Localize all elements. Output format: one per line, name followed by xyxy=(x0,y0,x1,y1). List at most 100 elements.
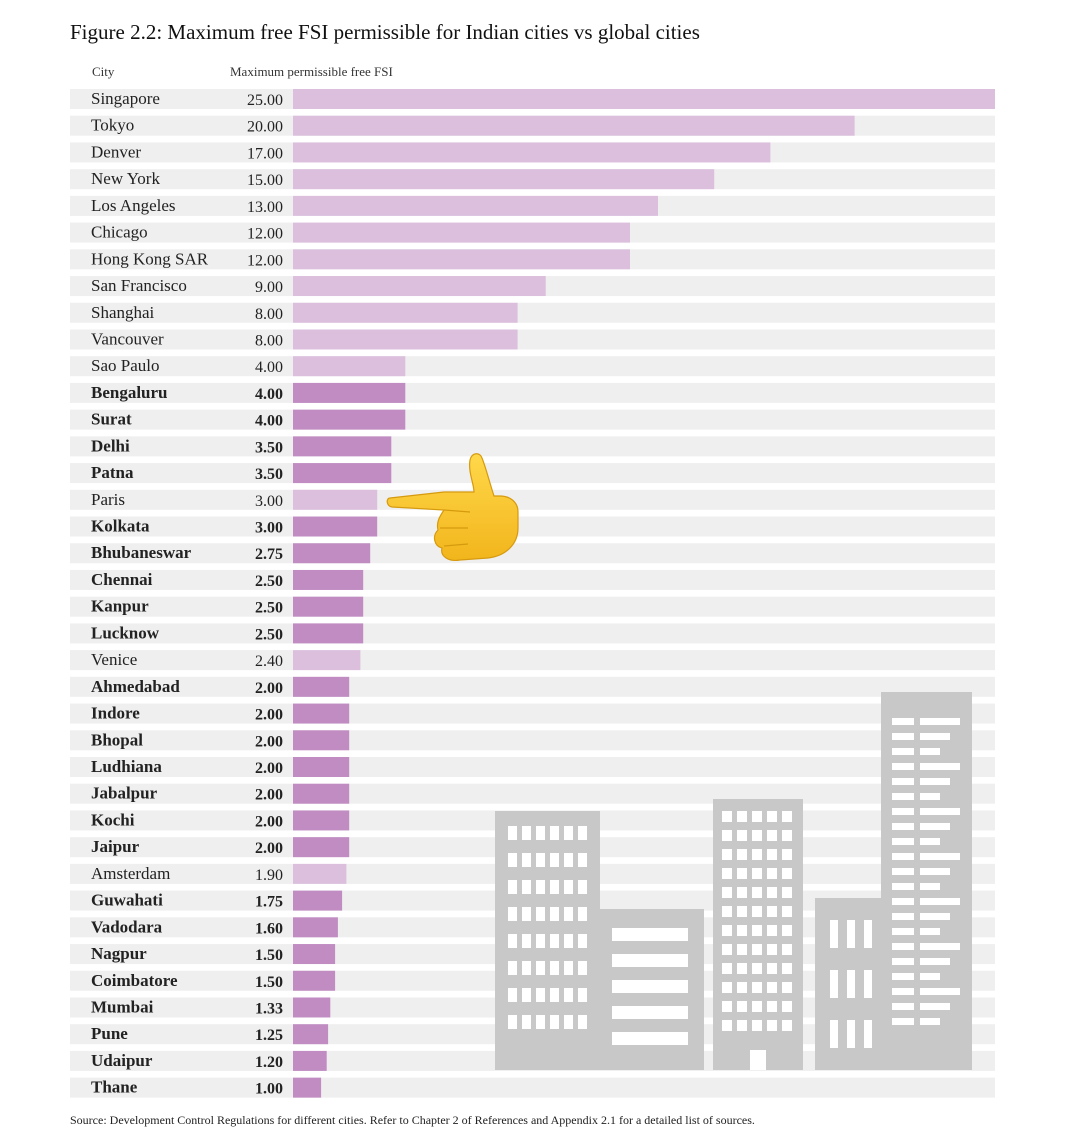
bar-udaipur xyxy=(293,1050,327,1071)
bar-chennai xyxy=(293,569,364,590)
row-band xyxy=(70,489,995,510)
bar-vancouver xyxy=(293,329,518,350)
city-label: Amsterdam xyxy=(91,864,170,883)
value-label: 4.00 xyxy=(255,359,283,376)
value-label: 1.20 xyxy=(255,1054,283,1071)
value-label: 1.33 xyxy=(255,1000,283,1017)
city-label: Guwahati xyxy=(91,891,163,910)
city-label: Venice xyxy=(91,650,137,669)
bar-ludhiana xyxy=(293,757,350,777)
value-label: 8.00 xyxy=(255,332,283,349)
city-label: Tokyo xyxy=(91,116,134,135)
bar-bhubaneswar xyxy=(293,543,371,564)
bar-kanpur xyxy=(293,596,364,617)
city-label: New York xyxy=(91,169,160,188)
bar-surat xyxy=(293,409,406,430)
bar-tokyo xyxy=(293,115,855,136)
bar-indore xyxy=(293,703,350,724)
bar-singapore xyxy=(293,89,995,109)
city-label: Vadodara xyxy=(91,917,163,936)
value-label: 8.00 xyxy=(255,306,283,323)
bar-delhi xyxy=(293,436,392,457)
city-label: Kolkata xyxy=(91,517,150,536)
city-label: Paris xyxy=(91,490,125,509)
value-label: 2.50 xyxy=(255,600,283,617)
value-label: 12.00 xyxy=(247,252,283,269)
bar-new-york xyxy=(293,169,715,190)
value-label: 3.00 xyxy=(255,520,283,537)
city-label: Singapore xyxy=(91,89,160,108)
value-label: 1.00 xyxy=(255,1081,283,1098)
value-label: 1.50 xyxy=(255,974,283,991)
value-label: 2.00 xyxy=(255,813,283,830)
city-label: Lucknow xyxy=(91,623,160,642)
row-band xyxy=(70,436,995,457)
city-label: Ludhiana xyxy=(91,757,162,776)
bar-amsterdam xyxy=(293,863,347,884)
row-band xyxy=(70,409,995,430)
bar-coimbatore xyxy=(293,970,336,991)
bar-bhopal xyxy=(293,730,350,751)
value-label: 1.90 xyxy=(255,867,283,884)
row-band xyxy=(70,356,995,377)
bar-kolkata xyxy=(293,516,378,537)
bar-guwahati xyxy=(293,890,343,911)
value-label: 12.00 xyxy=(247,226,283,243)
value-label: 9.00 xyxy=(255,279,283,296)
bar-thane xyxy=(293,1077,322,1098)
city-label: Delhi xyxy=(91,436,130,455)
fsi-column-header: Maximum permissible free FSI xyxy=(230,64,393,79)
bar-nagpur xyxy=(293,944,336,965)
city-label: Denver xyxy=(91,142,141,161)
city-label: Surat xyxy=(91,410,132,429)
bar-patna xyxy=(293,463,392,484)
city-label: Kochi xyxy=(91,810,135,829)
value-label: 17.00 xyxy=(247,145,283,162)
bar-venice xyxy=(293,650,361,671)
city-label: Sao Paulo xyxy=(91,356,159,375)
bar-jaipur xyxy=(293,837,350,858)
value-label: 2.00 xyxy=(255,760,283,777)
value-label: 2.00 xyxy=(255,787,283,804)
city-label: Vancouver xyxy=(91,329,164,348)
value-label: 2.50 xyxy=(255,626,283,643)
city-label: Coimbatore xyxy=(91,971,178,990)
bar-mumbai xyxy=(293,997,331,1018)
city-label: Udaipur xyxy=(91,1051,153,1070)
row-band xyxy=(70,463,995,484)
row-band xyxy=(70,623,995,644)
city-buildings-illustration xyxy=(495,692,972,1070)
bar-denver xyxy=(293,142,771,163)
value-label: 3.50 xyxy=(255,466,283,483)
value-label: 25.00 xyxy=(247,92,283,109)
value-label: 3.50 xyxy=(255,439,283,456)
bar-vadodara xyxy=(293,917,338,938)
row-band xyxy=(70,516,995,537)
city-label: Jaipur xyxy=(91,837,140,856)
city-label: Thane xyxy=(91,1078,138,1097)
row-band xyxy=(70,329,995,350)
value-label: 2.50 xyxy=(255,573,283,590)
row-band xyxy=(70,569,995,590)
value-label: 13.00 xyxy=(247,199,283,216)
backhand-index-pointing-right-icon xyxy=(386,453,519,561)
bar-ahmedabad xyxy=(293,676,350,697)
bar-jabalpur xyxy=(293,783,350,804)
value-label: 1.75 xyxy=(255,894,283,911)
chart-title: Figure 2.2: Maximum free FSI permissible… xyxy=(70,20,700,44)
city-label: Chennai xyxy=(91,570,153,589)
city-label: Los Angeles xyxy=(91,196,176,215)
value-label: 2.00 xyxy=(255,733,283,750)
value-label: 1.60 xyxy=(255,920,283,937)
bar-pune xyxy=(293,1024,329,1045)
city-label: Indore xyxy=(91,704,140,723)
value-label: 4.00 xyxy=(255,386,283,403)
value-label: 2.40 xyxy=(255,653,283,670)
city-label: San Francisco xyxy=(91,276,187,295)
city-label: Hong Kong SAR xyxy=(91,249,209,268)
bar-kochi xyxy=(293,810,350,831)
city-label: Pune xyxy=(91,1024,128,1043)
row-band xyxy=(70,543,995,564)
city-label: Bhubaneswar xyxy=(91,543,192,562)
row-band xyxy=(70,676,995,697)
